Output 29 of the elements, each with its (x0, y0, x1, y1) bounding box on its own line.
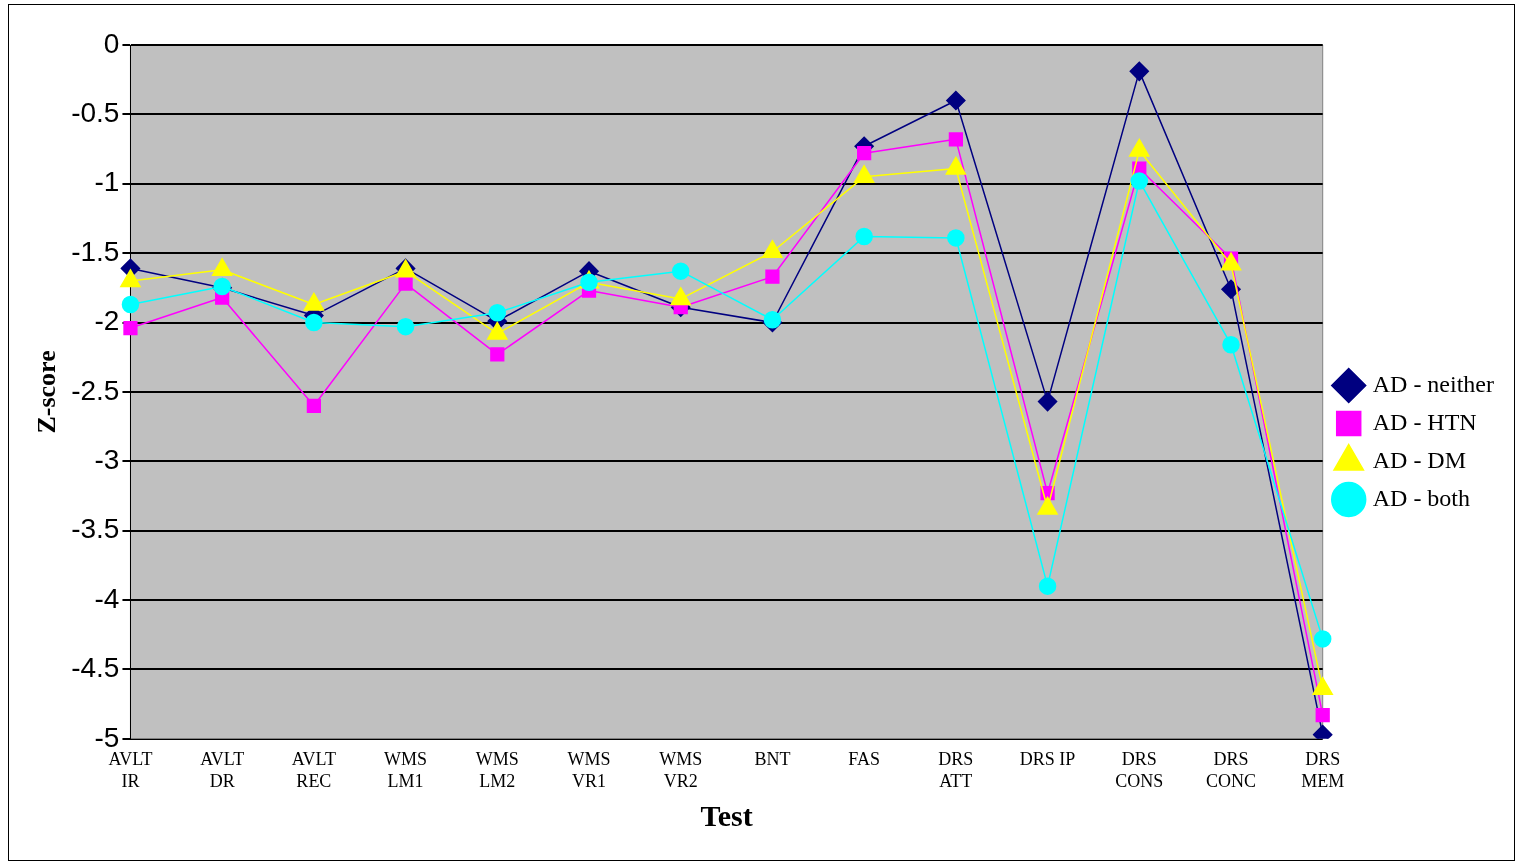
y-tick-label: 0 (103, 27, 120, 59)
y-tick-label: -0.5 (71, 97, 120, 129)
x-tick-label: WMS VR2 (659, 749, 703, 791)
legend-label: AD - HTN (1372, 408, 1477, 435)
x-tick-label: WMS LM1 (384, 749, 428, 791)
x-tick-label: AVLT DR (200, 749, 245, 791)
x-tick-label: FAS (848, 749, 880, 770)
y-tick-label: -2 (94, 305, 120, 337)
y-tick-label: -4.5 (71, 652, 120, 684)
y-tick-label: -4 (94, 582, 120, 614)
y-tick-label: -3.5 (71, 513, 120, 545)
legend-label: AD - DM (1372, 446, 1467, 473)
x-tick-label: AVLT REC (291, 749, 336, 791)
x-tick-label: BNT (754, 749, 791, 770)
y-tick-label: -2.5 (71, 374, 120, 406)
legend-label: AD - neither (1372, 370, 1495, 397)
y-axis-title: Z-score (32, 350, 62, 434)
x-tick-label: DRS CONS (1115, 749, 1164, 791)
x-tick-label: WMS LM2 (475, 749, 519, 791)
legend-label: AD - both (1372, 484, 1471, 511)
x-axis-title: Test (700, 798, 753, 832)
x-tick-label: DRS IP (1019, 749, 1076, 770)
y-tick-label: -1 (94, 166, 120, 198)
x-tick-label: DRS ATT (938, 749, 974, 791)
y-tick-label: -3 (94, 444, 120, 475)
y-tick-label: -1.5 (71, 235, 120, 267)
x-tick-label: DRS CONC (1205, 749, 1257, 791)
x-tick-label: WMS VR1 (567, 749, 611, 791)
x-tick-label: DRS MEM (1301, 749, 1345, 791)
